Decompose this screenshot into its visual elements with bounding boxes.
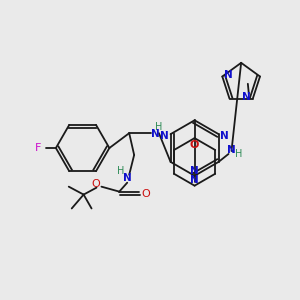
- Text: F: F: [35, 143, 41, 153]
- Text: N: N: [160, 131, 169, 141]
- Text: H: H: [155, 122, 163, 132]
- Text: N: N: [190, 175, 199, 185]
- Text: O: O: [142, 189, 150, 199]
- Text: H: H: [235, 149, 242, 159]
- Text: N: N: [242, 92, 251, 102]
- Text: N: N: [190, 166, 199, 176]
- Text: N: N: [224, 70, 233, 80]
- Text: O: O: [190, 140, 199, 150]
- Text: H: H: [117, 166, 124, 176]
- Text: N: N: [227, 145, 236, 155]
- Text: N: N: [123, 173, 132, 183]
- Text: N: N: [151, 129, 159, 139]
- Text: N: N: [220, 131, 229, 141]
- Text: O: O: [91, 179, 100, 189]
